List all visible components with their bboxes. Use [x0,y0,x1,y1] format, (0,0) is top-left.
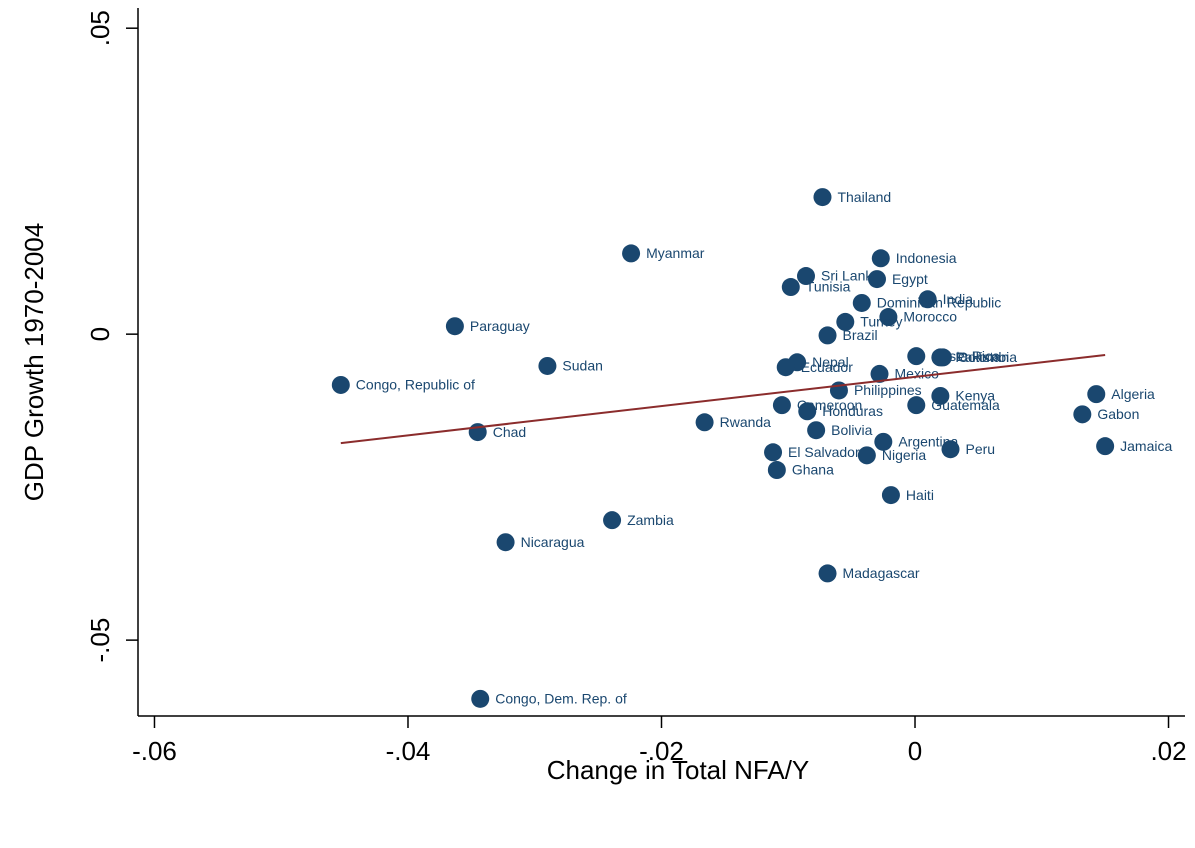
x-tick-label: -.02 [639,736,684,766]
x-tick-label: -.04 [386,736,431,766]
point [941,440,960,459]
point [931,386,950,405]
point-label: Bolivia [831,422,872,438]
point-label: Algeria [1111,386,1155,402]
point [797,267,816,286]
point-label: Morocco [903,309,957,325]
y-axis-title: GDP Growth 1970-2004 [19,223,49,501]
point-label: Thailand [837,189,891,205]
point [918,290,937,309]
y-tick-label: .05 [85,10,115,46]
x-tick-label: 0 [908,736,922,766]
point-label: Philippines [854,382,922,398]
point [1096,437,1115,456]
point [1087,385,1106,404]
point-label: El Salvador [788,444,860,460]
point-label: Colombia [958,349,1017,365]
fit-line [340,353,1106,445]
point-label: Madagascar [843,565,920,581]
point-label: Paraguay [470,318,530,334]
point [836,312,855,331]
y-tick-label: 0 [85,327,115,341]
y-tick-label: -.05 [85,618,115,663]
point [874,432,893,451]
point-label: Rwanda [720,414,772,430]
point [1073,405,1092,424]
point [695,413,714,432]
point-label: Chad [493,424,526,440]
point [813,188,832,207]
point [871,249,890,268]
point [857,446,876,465]
point-label: Kenya [955,388,995,404]
point-label: Honduras [822,403,883,419]
point [538,356,557,375]
point-label: Peru [966,441,996,457]
point-label: Dominican Republic [877,295,1002,311]
x-tick-label: -.06 [132,736,177,766]
point-label: Zambia [627,512,674,528]
point [907,347,926,366]
point [818,564,837,583]
point [772,396,791,415]
point-label: Egypt [892,271,928,287]
x-axis-title: Change in Total NFA/Y [547,755,810,785]
point-label: Congo, Republic of [356,377,475,393]
point [776,358,795,377]
point-label: Indonesia [896,250,957,266]
point [907,396,926,415]
point-label: Haiti [906,487,934,503]
point [781,278,800,297]
point-label: Turkey [860,314,902,330]
point [933,348,952,367]
point [496,533,515,552]
point-label: Nepal [812,354,849,370]
point [445,317,464,336]
point [867,270,886,289]
point-label: Gabon [1097,406,1139,422]
point-label: Ghana [792,462,834,478]
point [881,486,900,505]
point [852,293,871,312]
point-label: Tunisia [806,279,851,295]
point-label: Sudan [562,358,602,374]
point-label: Sri Lanka [821,268,880,284]
point [798,402,817,421]
point [818,326,837,345]
point-label: Nigeria [882,447,927,463]
point-label: Congo, Dem. Rep. of [495,691,627,707]
point-label: Ecuador [801,359,853,375]
point [603,511,622,530]
point [767,461,786,480]
point [622,244,641,263]
x-tick-label: .02 [1150,736,1186,766]
point-label: Pakistan [955,349,1009,365]
point [807,421,826,440]
point-label: India [943,291,974,307]
point-label: Brazil [843,327,878,343]
point-label: Myanmar [646,245,705,261]
point-label: Nicaragua [521,534,585,550]
point [471,689,490,708]
point [879,308,898,327]
point-label: Guatemala [931,397,1000,413]
point [870,364,889,383]
point [764,443,783,462]
point [331,375,350,394]
point-label: Jamaica [1120,438,1172,454]
